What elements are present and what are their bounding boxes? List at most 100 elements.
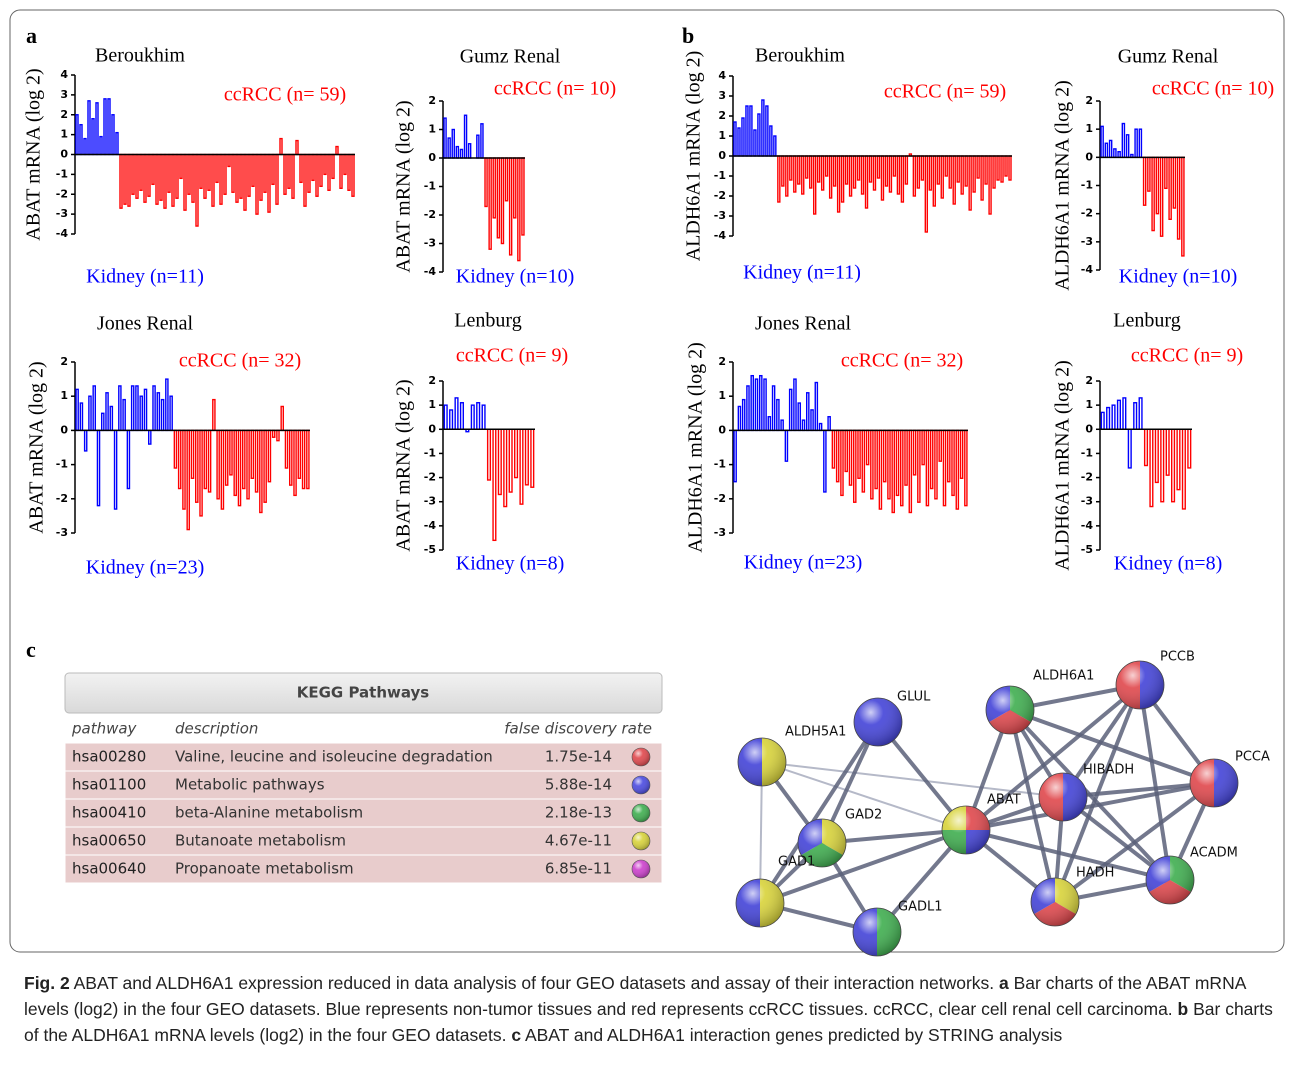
y-tick-label: 4 bbox=[718, 69, 726, 82]
bar bbox=[295, 139, 299, 156]
bar bbox=[443, 404, 448, 430]
bar bbox=[315, 153, 319, 197]
bar bbox=[486, 428, 492, 481]
bar bbox=[237, 429, 242, 507]
y-tick-label: 0 bbox=[1085, 422, 1093, 435]
bar bbox=[1121, 122, 1126, 159]
bar bbox=[335, 145, 339, 156]
legend-label: Kidney (n=8) bbox=[1114, 553, 1222, 575]
bar bbox=[231, 153, 235, 193]
bar bbox=[343, 153, 347, 176]
bar bbox=[143, 388, 148, 432]
bar bbox=[459, 148, 464, 159]
legend-label: Kidney (n=10) bbox=[456, 266, 574, 288]
bar bbox=[159, 153, 163, 201]
y-axis-label: ALDH6A1 mRNA (log 2) bbox=[685, 342, 707, 553]
bar bbox=[921, 429, 925, 466]
bar bbox=[891, 429, 895, 514]
bar bbox=[279, 137, 283, 156]
network-edge bbox=[1062, 781, 1215, 799]
node-label: GAD1 bbox=[778, 855, 815, 870]
bar bbox=[492, 157, 496, 219]
y-tick-label: -4 bbox=[1081, 519, 1094, 532]
bar bbox=[789, 155, 793, 181]
bar bbox=[793, 378, 797, 432]
node-label: ALDH6A1 bbox=[1033, 669, 1094, 684]
bar bbox=[900, 155, 905, 203]
bar bbox=[216, 429, 220, 500]
network-edge bbox=[1138, 684, 1172, 881]
bar bbox=[777, 155, 781, 203]
bar bbox=[1151, 156, 1155, 232]
y-tick-label: -3 bbox=[424, 495, 436, 508]
node-shine bbox=[852, 907, 902, 957]
legend-label: Kidney (n=10) bbox=[1119, 266, 1237, 288]
bar bbox=[888, 155, 893, 193]
bar bbox=[83, 429, 88, 452]
bar bbox=[848, 429, 853, 486]
bar bbox=[884, 155, 889, 187]
node-label: GLUL bbox=[897, 690, 931, 705]
bar bbox=[984, 155, 988, 185]
bar bbox=[173, 429, 178, 469]
bar bbox=[797, 402, 801, 432]
y-tick-label: 2 bbox=[1085, 94, 1093, 107]
legend-label: Kidney (n=11) bbox=[86, 266, 204, 288]
bar bbox=[1172, 156, 1177, 209]
bar bbox=[753, 129, 757, 157]
network-node bbox=[985, 685, 1035, 735]
chart-title: Beroukhim bbox=[755, 45, 845, 67]
bar bbox=[828, 155, 833, 199]
bar bbox=[763, 378, 767, 432]
y-tick-label: -4 bbox=[1081, 263, 1094, 276]
bar bbox=[1125, 134, 1130, 159]
bar bbox=[1108, 139, 1113, 159]
caption-label: Fig. 2 bbox=[24, 973, 70, 993]
bar bbox=[1171, 428, 1176, 503]
pathway-description: Butanoate metabolism bbox=[175, 832, 346, 850]
bar bbox=[797, 155, 801, 185]
bar bbox=[1116, 399, 1121, 430]
y-tick-label: -2 bbox=[56, 492, 68, 505]
y-tick-label: -3 bbox=[1081, 495, 1093, 508]
y-axis-label: ABAT mRNA (log 2) bbox=[23, 68, 45, 240]
bar bbox=[122, 398, 126, 432]
chart-title: Gumz Renal bbox=[1118, 46, 1219, 68]
bar bbox=[299, 153, 303, 184]
bar bbox=[948, 155, 952, 189]
y-tick-label: 1 bbox=[60, 128, 68, 141]
bar bbox=[484, 157, 488, 208]
bar bbox=[224, 429, 229, 486]
bar bbox=[1004, 155, 1008, 177]
bar bbox=[900, 429, 904, 507]
bar bbox=[872, 155, 877, 191]
bar bbox=[143, 153, 147, 203]
node-shine bbox=[941, 805, 991, 855]
legend-label: ccRCC (n= 32) bbox=[841, 350, 963, 372]
bar bbox=[1133, 402, 1138, 430]
bar bbox=[99, 135, 103, 156]
bar bbox=[455, 145, 460, 159]
bar bbox=[1000, 155, 1004, 183]
y-axis-label: ALDH6A1 mRNA (log 2) bbox=[1052, 80, 1074, 291]
bar bbox=[347, 153, 351, 191]
pathway-shine bbox=[631, 775, 651, 795]
bar bbox=[123, 153, 127, 205]
bar bbox=[267, 429, 272, 483]
bar bbox=[784, 429, 789, 462]
bar bbox=[938, 429, 942, 462]
table-row-bg bbox=[64, 826, 663, 856]
bar bbox=[917, 429, 921, 503]
bar bbox=[521, 157, 525, 236]
bar bbox=[79, 402, 84, 432]
bar bbox=[765, 105, 769, 157]
bar bbox=[925, 429, 930, 507]
bar bbox=[92, 385, 96, 432]
fdr: 5.88e-14 bbox=[545, 776, 612, 794]
bar bbox=[107, 98, 111, 156]
bar bbox=[861, 429, 866, 493]
fdr: 6.85e-11 bbox=[545, 860, 612, 878]
y-tick-label: -4 bbox=[424, 519, 437, 532]
bar bbox=[856, 155, 861, 181]
